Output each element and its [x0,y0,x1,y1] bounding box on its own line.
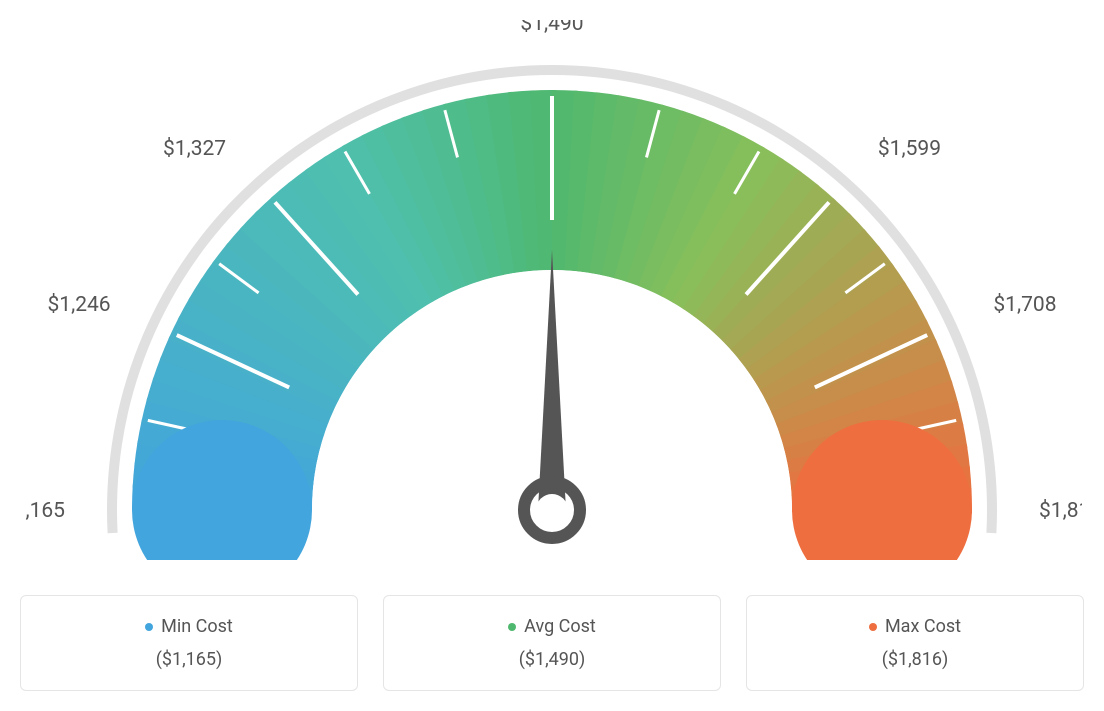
gauge-chart: $1,165 $1,246 $1,327 $1,490 $1,599 $1,708 $1,8… [20,20,1084,560]
svg-text:$1,599: $1,599 [878,137,941,161]
svg-text:$1,708: $1,708 [993,293,1056,317]
cost-gauge-container: $1,165 $1,246 $1,327 $1,490 $1,599 $1,708 $1,8… [20,20,1084,691]
gauge-svg: $1,165 $1,246 $1,327 $1,490 $1,599 $1,708 $1,8… [22,20,1082,560]
max-cost-dot [869,623,877,631]
max-cost-card: Max Cost ($1,816) [746,595,1084,691]
min-cost-dot [145,623,153,631]
svg-text:$1,490: $1,490 [520,20,583,36]
min-cost-label: Min Cost [45,616,333,637]
avg-cost-dot [508,623,516,631]
min-cost-value: ($1,165) [45,649,333,670]
avg-cost-card: Avg Cost ($1,490) [383,595,721,691]
summary-cards: Min Cost ($1,165) Avg Cost ($1,490) Max … [20,595,1084,691]
min-cost-label-text: Min Cost [161,616,233,637]
max-cost-label: Max Cost [771,616,1059,637]
max-cost-value: ($1,816) [771,649,1059,670]
min-cost-card: Min Cost ($1,165) [20,595,358,691]
avg-cost-label-text: Avg Cost [524,616,596,637]
avg-cost-label: Avg Cost [408,616,696,637]
svg-text:$1,246: $1,246 [47,293,110,317]
svg-text:$1,165: $1,165 [22,499,65,523]
max-cost-label-text: Max Cost [885,616,961,637]
svg-text:$1,327: $1,327 [163,137,226,161]
avg-cost-value: ($1,490) [408,649,696,670]
svg-text:$1,816: $1,816 [1039,499,1082,523]
